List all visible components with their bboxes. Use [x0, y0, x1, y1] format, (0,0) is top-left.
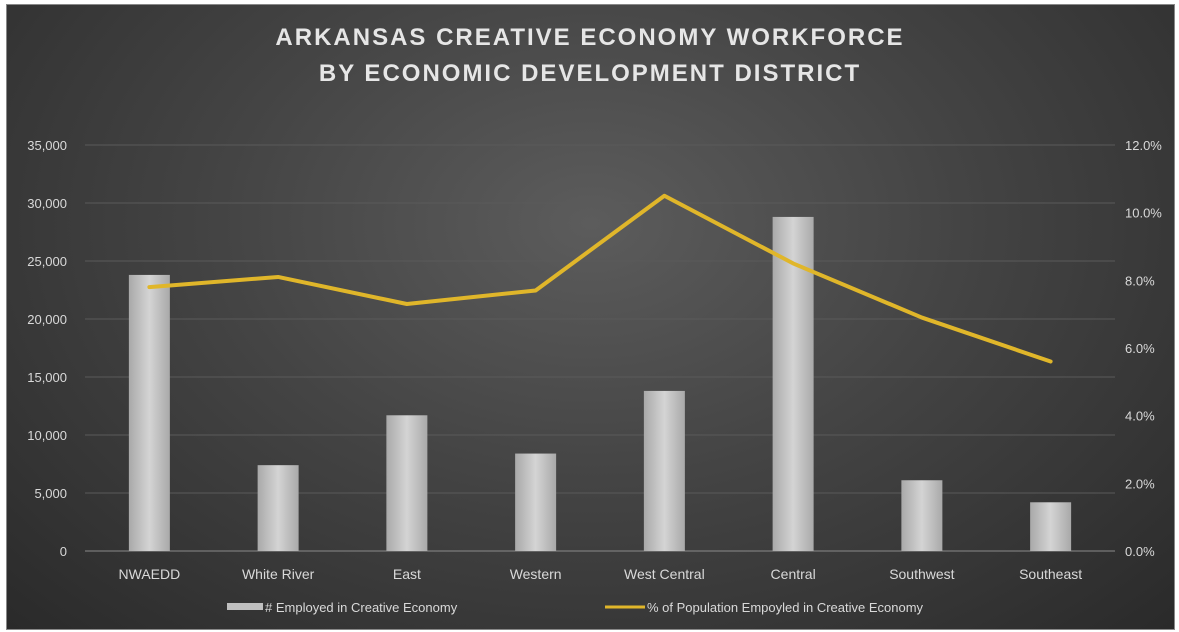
bar-4: [643, 390, 685, 551]
chart-container: ARKANSAS CREATIVE ECONOMY WORKFORCE BY E…: [6, 4, 1175, 630]
right-tick-label: 4.0%: [1125, 409, 1155, 424]
left-axis: 0 5,000 10,000 15,000 20,000 25,000 30,000 35,0…: [27, 138, 67, 559]
right-tick-label: 6.0%: [1125, 341, 1155, 356]
line-layer: [147, 193, 1053, 364]
category-label: Southwest: [889, 566, 954, 582]
left-tick-label: 25,000: [27, 254, 67, 269]
right-tick-label: 10.0%: [1125, 206, 1162, 221]
right-axis: 0.0% 2.0% 4.0% 6.0% 8.0% 10.0% 12.0%: [1125, 138, 1162, 559]
left-tick-label: 30,000: [27, 196, 67, 211]
bar-7: [1030, 502, 1072, 551]
category-label: Southeast: [1019, 566, 1082, 582]
legend-line-label: % of Population Empoyled in Creative Eco…: [647, 600, 924, 615]
category-label: East: [393, 566, 421, 582]
category-label: Western: [510, 566, 562, 582]
legend-bar-swatch: [227, 603, 263, 610]
left-tick-label: 15,000: [27, 370, 67, 385]
legend-bar-label: # Employed in Creative Economy: [265, 600, 458, 615]
left-tick-label: 5,000: [34, 486, 67, 501]
left-tick-label: 10,000: [27, 428, 67, 443]
bar-0: [128, 274, 170, 551]
line-series: [147, 193, 1053, 364]
bars-layer: [128, 216, 1072, 552]
x-axis: NWAEDD White River East Western West Central…: [119, 566, 1083, 582]
bar-6: [901, 480, 943, 551]
grid-layer: [85, 144, 1115, 552]
legend: # Employed in Creative Economy % of Popu…: [227, 600, 924, 615]
bar-3: [515, 453, 557, 551]
bar-1: [257, 465, 299, 551]
bar-2: [386, 415, 428, 551]
right-tick-label: 8.0%: [1125, 273, 1155, 288]
category-label: Central: [771, 566, 816, 582]
left-tick-label: 0: [60, 544, 67, 559]
right-tick-label: 2.0%: [1125, 476, 1155, 491]
right-tick-label: 12.0%: [1125, 138, 1162, 153]
bar-5: [772, 216, 814, 552]
category-label: White River: [242, 566, 315, 582]
left-tick-label: 20,000: [27, 312, 67, 327]
chart-svg: ARKANSAS CREATIVE ECONOMY WORKFORCE BY E…: [27, 24, 1162, 615]
right-tick-label: 0.0%: [1125, 544, 1155, 559]
chart-title: ARKANSAS CREATIVE ECONOMY WORKFORCE: [275, 24, 904, 51]
category-label: NWAEDD: [119, 566, 181, 582]
chart-subtitle: BY ECONOMIC DEVELOPMENT DISTRICT: [319, 60, 861, 87]
category-label: West Central: [624, 566, 705, 582]
left-tick-label: 35,000: [27, 138, 67, 153]
